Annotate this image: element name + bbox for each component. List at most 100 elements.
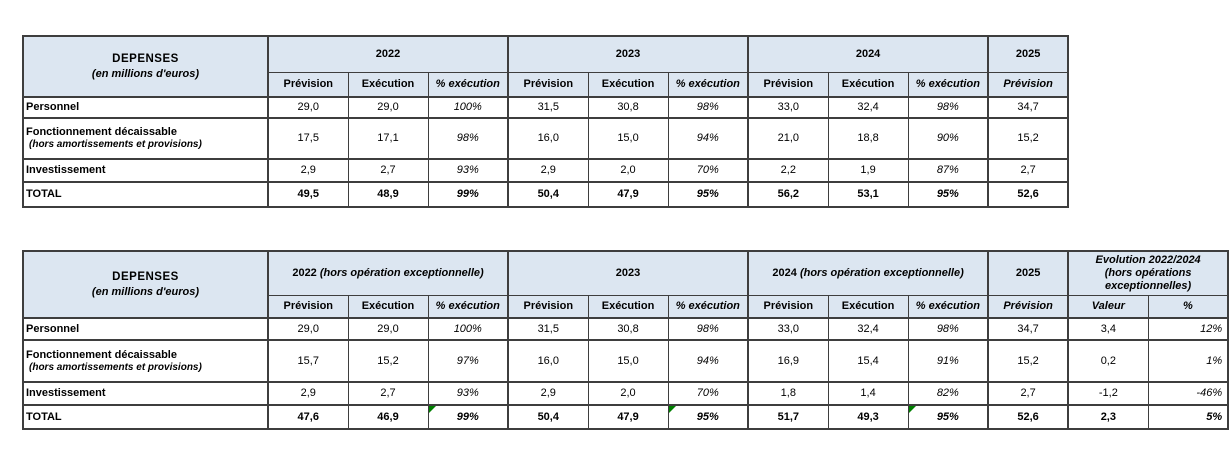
col-header-prevision-2025: Prévision (987, 71, 1069, 98)
row-label-main: Fonctionnement décaissable (26, 126, 177, 139)
year-header-2023: 2023 (507, 35, 749, 73)
col-header-valeur: Valeur (1067, 294, 1149, 319)
year-label: 2025 (1015, 266, 1041, 279)
year-header-2025: 2025 (987, 250, 1069, 296)
cell: 2,3 (1067, 404, 1149, 430)
cell: 15,2 (987, 339, 1069, 383)
col-header-execution: Exécution (587, 71, 669, 98)
year-header-2022: 2022 (hors opération exceptionnelle) (266, 250, 509, 296)
table-subtitle: (en millions d'euros) (91, 67, 200, 80)
row-total: TOTAL 49,5 48,9 99% 50,4 47,9 95% 56,2 5… (22, 181, 1069, 208)
cell: 82% (907, 381, 989, 406)
cell: 30,8 (587, 317, 669, 341)
cell: 56,2 (747, 181, 829, 208)
row-label: Fonctionnement décaissable (hors amortis… (22, 339, 269, 383)
cell: 2,7 (987, 381, 1069, 406)
col-header-execution: Exécution (827, 294, 909, 319)
cell: 16,0 (507, 117, 589, 160)
cell: 49,5 (267, 181, 349, 208)
col-header-prevision-2025: Prévision (987, 294, 1069, 319)
cell: 32,4 (827, 317, 909, 341)
cell: 50,4 (507, 404, 589, 430)
cell: -46% (1147, 381, 1229, 406)
cell: 98% (667, 96, 749, 119)
col-header-prevision: Prévision (747, 294, 829, 319)
cell-with-comment-flag: 95% (907, 404, 989, 430)
cell: 49,3 (827, 404, 909, 430)
col-header-prevision: Prévision (267, 294, 349, 319)
col-header-pct-execution: % exécution (427, 71, 509, 98)
cell: 1,9 (827, 158, 909, 183)
cell: 50,4 (507, 181, 589, 208)
col-header-execution: Exécution (827, 71, 909, 98)
cell: 2,7 (347, 158, 429, 183)
cell-with-comment-flag: 99% (427, 404, 509, 430)
cell: 29,0 (267, 317, 349, 341)
cell: 48,9 (347, 181, 429, 208)
cell: 52,6 (987, 181, 1069, 208)
cell: 2,9 (507, 381, 589, 406)
subheader-row: Prévision Exécution % exécution Prévisio… (23, 71, 1069, 98)
cell: 15,4 (827, 339, 909, 383)
col-header-prevision: Prévision (507, 294, 589, 319)
cell: 95% (667, 181, 749, 208)
cell: 46,9 (347, 404, 429, 430)
col-header-execution: Exécution (347, 294, 429, 319)
cell: 100% (427, 317, 509, 341)
col-header-prevision: Prévision (747, 71, 829, 98)
cell: 47,9 (587, 181, 669, 208)
row-label: Investissement (22, 158, 269, 183)
cell: 17,1 (347, 117, 429, 160)
year-header-2022: 2022 (266, 35, 509, 73)
evolution-header: Evolution 2022/2024 (hors opérations exc… (1067, 250, 1229, 296)
cell: 1,4 (827, 381, 909, 406)
year-header-2023: 2023 (507, 250, 749, 296)
cell: 34,7 (987, 317, 1069, 341)
cell: 2,9 (267, 158, 349, 183)
cell: 29,0 (267, 96, 349, 119)
col-header-prevision: Prévision (507, 71, 589, 98)
cell: 5% (1147, 404, 1229, 430)
cell: 2,0 (587, 158, 669, 183)
col-header-prevision: Prévision (267, 71, 349, 98)
year-note: (hors opération exceptionnelle) (799, 266, 964, 279)
cell: 98% (907, 96, 989, 119)
year-header-2025: 2025 (987, 35, 1069, 73)
col-header-pct: % (1147, 294, 1229, 319)
cell: 93% (427, 158, 509, 183)
cell: 47,9 (587, 404, 669, 430)
table-title: DEPENSES (112, 270, 179, 283)
col-header-pct-execution: % exécution (667, 71, 749, 98)
cell: 70% (667, 381, 749, 406)
cell: 21,0 (747, 117, 829, 160)
cell: 17,5 (267, 117, 349, 160)
year-label: 2022 (292, 266, 317, 279)
row-personnel: Personnel 29,0 29,0 100% 31,5 30,8 98% 3… (22, 96, 1069, 119)
col-header-execution: Exécution (587, 294, 669, 319)
year-header-row: DEPENSES (en millions d'euros) 2022 (hor… (22, 250, 1229, 319)
row-label: Personnel (22, 317, 269, 341)
col-header-pct-execution: % exécution (907, 71, 989, 98)
cell: 97% (427, 339, 509, 383)
cell: 33,0 (747, 96, 829, 119)
row-personnel: Personnel 29,0 29,0 100% 31,5 30,8 98% 3… (22, 317, 1229, 341)
cell: 95% (907, 181, 989, 208)
cell: 90% (907, 117, 989, 160)
year-label: 2023 (615, 266, 641, 279)
cell: 16,9 (747, 339, 829, 383)
year-note: (hors opération exceptionnelle) (319, 266, 484, 279)
cell: 98% (667, 317, 749, 341)
cell: 15,2 (347, 339, 429, 383)
cell: 70% (667, 158, 749, 183)
cell: 1% (1147, 339, 1229, 383)
table-title: DEPENSES (112, 52, 179, 65)
row-label: TOTAL (22, 404, 269, 430)
row-investissement: Investissement 2,9 2,7 93% 2,9 2,0 70% 2… (22, 158, 1069, 183)
cell: 32,4 (827, 96, 909, 119)
cell: 2,0 (587, 381, 669, 406)
year-header-2024: 2024 (747, 35, 989, 73)
row-label-main: Fonctionnement décaissable (26, 348, 177, 361)
cell: 94% (667, 117, 749, 160)
cell: 2,9 (507, 158, 589, 183)
